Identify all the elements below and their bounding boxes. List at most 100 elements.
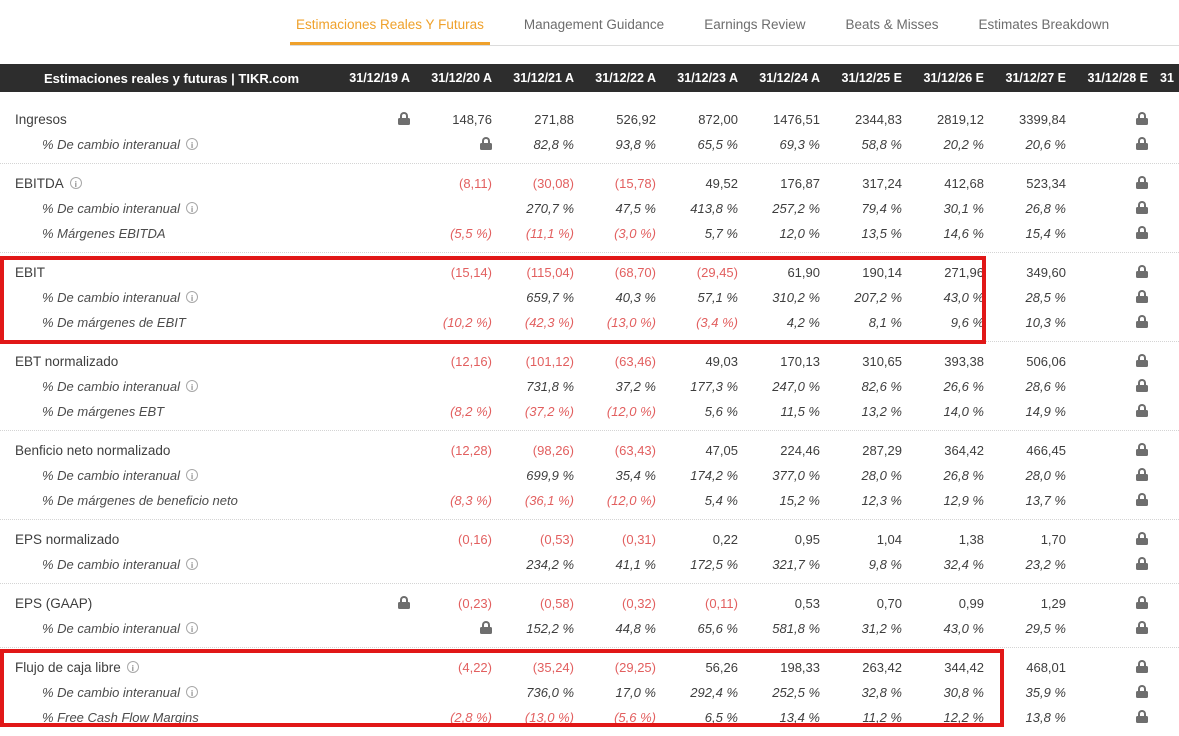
lock-icon[interactable] [1136, 315, 1148, 328]
tab-estimaciones-reales-y-futuras[interactable]: Estimaciones Reales Y Futuras [290, 17, 490, 45]
column-header: 31/12/20 A [431, 71, 492, 85]
lock-icon[interactable] [1136, 557, 1148, 570]
cell-value: 0,70 [876, 596, 902, 611]
cell-value [1078, 260, 1160, 285]
table-row: % De cambio interanual i 699,9 % 35,4 % 174,… [0, 463, 1179, 488]
info-icon[interactable]: i [186, 558, 199, 570]
cell-value [1078, 285, 1160, 310]
tab-bar: Estimaciones Reales Y Futuras Management … [290, 0, 1179, 46]
row-label-benficio-neto-normalizado[interactable]: Benficio neto normalizado [0, 438, 340, 463]
cell-value [1078, 552, 1160, 577]
row-label-text: Ingresos [15, 112, 67, 127]
table-section: EBT normalizado (12,16) (101,12) (63,46) 49,… [0, 349, 1179, 431]
lock-icon[interactable] [398, 596, 410, 609]
row-label-eps-gaap[interactable]: EPS (GAAP) [0, 591, 340, 616]
row-label-flujo-de-caja-libre[interactable]: Flujo de caja libre i [0, 655, 340, 680]
cell-value: (3,4 %) [696, 315, 738, 330]
cell-value: (0,58) [540, 596, 574, 611]
row-label-eps-normalizado[interactable]: EPS normalizado [0, 527, 340, 552]
cell-value: 0,22 [712, 532, 738, 547]
info-icon[interactable]: i [186, 291, 199, 303]
table-header-bar: Estimaciones reales y futuras | TIKR.com… [0, 64, 1179, 92]
lock-icon[interactable] [1136, 710, 1148, 723]
cell-value: (42,3 %) [524, 315, 574, 330]
lock-icon[interactable] [1136, 596, 1148, 609]
table-row: EPS normalizado (0,16) (0,53) (0,31) 0,22 0,9… [0, 527, 1179, 552]
tab-beats-misses[interactable]: Beats & Misses [845, 17, 939, 32]
cell-value: 44,8 % [615, 621, 656, 636]
row-label-ebitda[interactable]: EBITDA i [0, 171, 340, 196]
cell-value [1078, 591, 1160, 616]
lock-icon[interactable] [480, 137, 492, 150]
cell-value: 30,1 % [943, 201, 984, 216]
lock-icon[interactable] [1136, 201, 1148, 214]
tab-earnings-review[interactable]: Earnings Review [704, 17, 806, 32]
lock-icon[interactable] [1136, 226, 1148, 239]
cell-value: 11,5 % [780, 404, 820, 419]
row-label-text: % Márgenes EBITDA [42, 226, 166, 241]
table-section: EBITDA i (8,11) (30,08) (15,78) 49,52 176,87 31… [0, 171, 1179, 253]
cell-value: 35,4 % [615, 468, 656, 483]
row-label-ebit[interactable]: EBIT [0, 260, 340, 285]
lock-icon[interactable] [1136, 468, 1148, 481]
cell-value: 31,2 % [861, 621, 902, 636]
lock-icon[interactable] [1136, 404, 1148, 417]
cell-value: 32,4 % [943, 557, 984, 572]
lock-icon[interactable] [398, 112, 410, 125]
info-icon[interactable]: i [69, 177, 82, 189]
column-header: 31/12/19 A [349, 71, 410, 85]
lock-icon[interactable] [1136, 532, 1148, 545]
lock-icon[interactable] [1136, 493, 1148, 506]
lock-icon[interactable] [1136, 176, 1148, 189]
cell-value: 12,3 % [861, 493, 902, 508]
info-icon[interactable]: i [186, 686, 199, 698]
lock-icon[interactable] [1136, 265, 1148, 278]
lock-icon[interactable] [1136, 660, 1148, 673]
lock-icon[interactable] [1136, 621, 1148, 634]
cell-value [1078, 463, 1160, 488]
cell-value: 207,2 % [854, 290, 902, 305]
lock-icon[interactable] [480, 621, 492, 634]
info-icon[interactable]: i [186, 380, 199, 392]
lock-icon[interactable] [1136, 137, 1148, 150]
info-icon[interactable]: i [186, 469, 199, 481]
cell-value: 28,0 % [1025, 468, 1066, 483]
cell-value: 3399,84 [1019, 112, 1066, 127]
row-label-de-cambio-interanual: % De cambio interanual i [0, 552, 340, 577]
info-icon[interactable]: i [186, 622, 199, 634]
cell-value: 468,01 [1026, 660, 1066, 675]
cell-value [340, 591, 422, 616]
row-label-ebt-normalizado[interactable]: EBT normalizado [0, 349, 340, 374]
cell-value: 1,29 [1040, 596, 1066, 611]
info-icon[interactable]: i [186, 138, 199, 150]
row-label-de-m-rgenes-ebt: % De márgenes EBT [0, 399, 340, 424]
cell-value: 148,76 [452, 112, 492, 127]
cell-value: 172,5 % [690, 557, 738, 572]
tab-estimates-breakdown[interactable]: Estimates Breakdown [978, 17, 1110, 32]
cell-value [1078, 349, 1160, 374]
row-label-text: % De márgenes de beneficio neto [42, 493, 238, 508]
cell-value: 2344,83 [855, 112, 902, 127]
lock-icon[interactable] [1136, 112, 1148, 125]
lock-icon[interactable] [1136, 685, 1148, 698]
info-icon[interactable]: i [186, 202, 199, 214]
row-label-text: EBIT [15, 265, 46, 280]
info-icon[interactable]: i [126, 661, 139, 673]
row-label-ingresos[interactable]: Ingresos [0, 107, 340, 132]
cell-value: 9,8 % [868, 557, 902, 572]
lock-icon[interactable] [1136, 290, 1148, 303]
lock-icon[interactable] [1136, 379, 1148, 392]
lock-icon[interactable] [1136, 354, 1148, 367]
tab-management-guidance[interactable]: Management Guidance [523, 17, 665, 32]
cell-value [1078, 527, 1160, 552]
cell-value: 736,0 % [526, 685, 574, 700]
row-label-de-cambio-interanual: % De cambio interanual i [0, 196, 340, 221]
lock-icon[interactable] [1136, 443, 1148, 456]
cell-value: 1,38 [958, 532, 984, 547]
row-label-text: % De márgenes de EBIT [42, 315, 186, 330]
cell-value: 69,3 % [779, 137, 820, 152]
table-row: % Free Cash Flow Margins (2,8 %) (13,0 %) (… [0, 705, 1179, 730]
row-label-de-m-rgenes-de-ebit: % De márgenes de EBIT [0, 310, 340, 335]
cell-value: 393,38 [944, 354, 984, 369]
cell-value: 56,26 [705, 660, 738, 675]
